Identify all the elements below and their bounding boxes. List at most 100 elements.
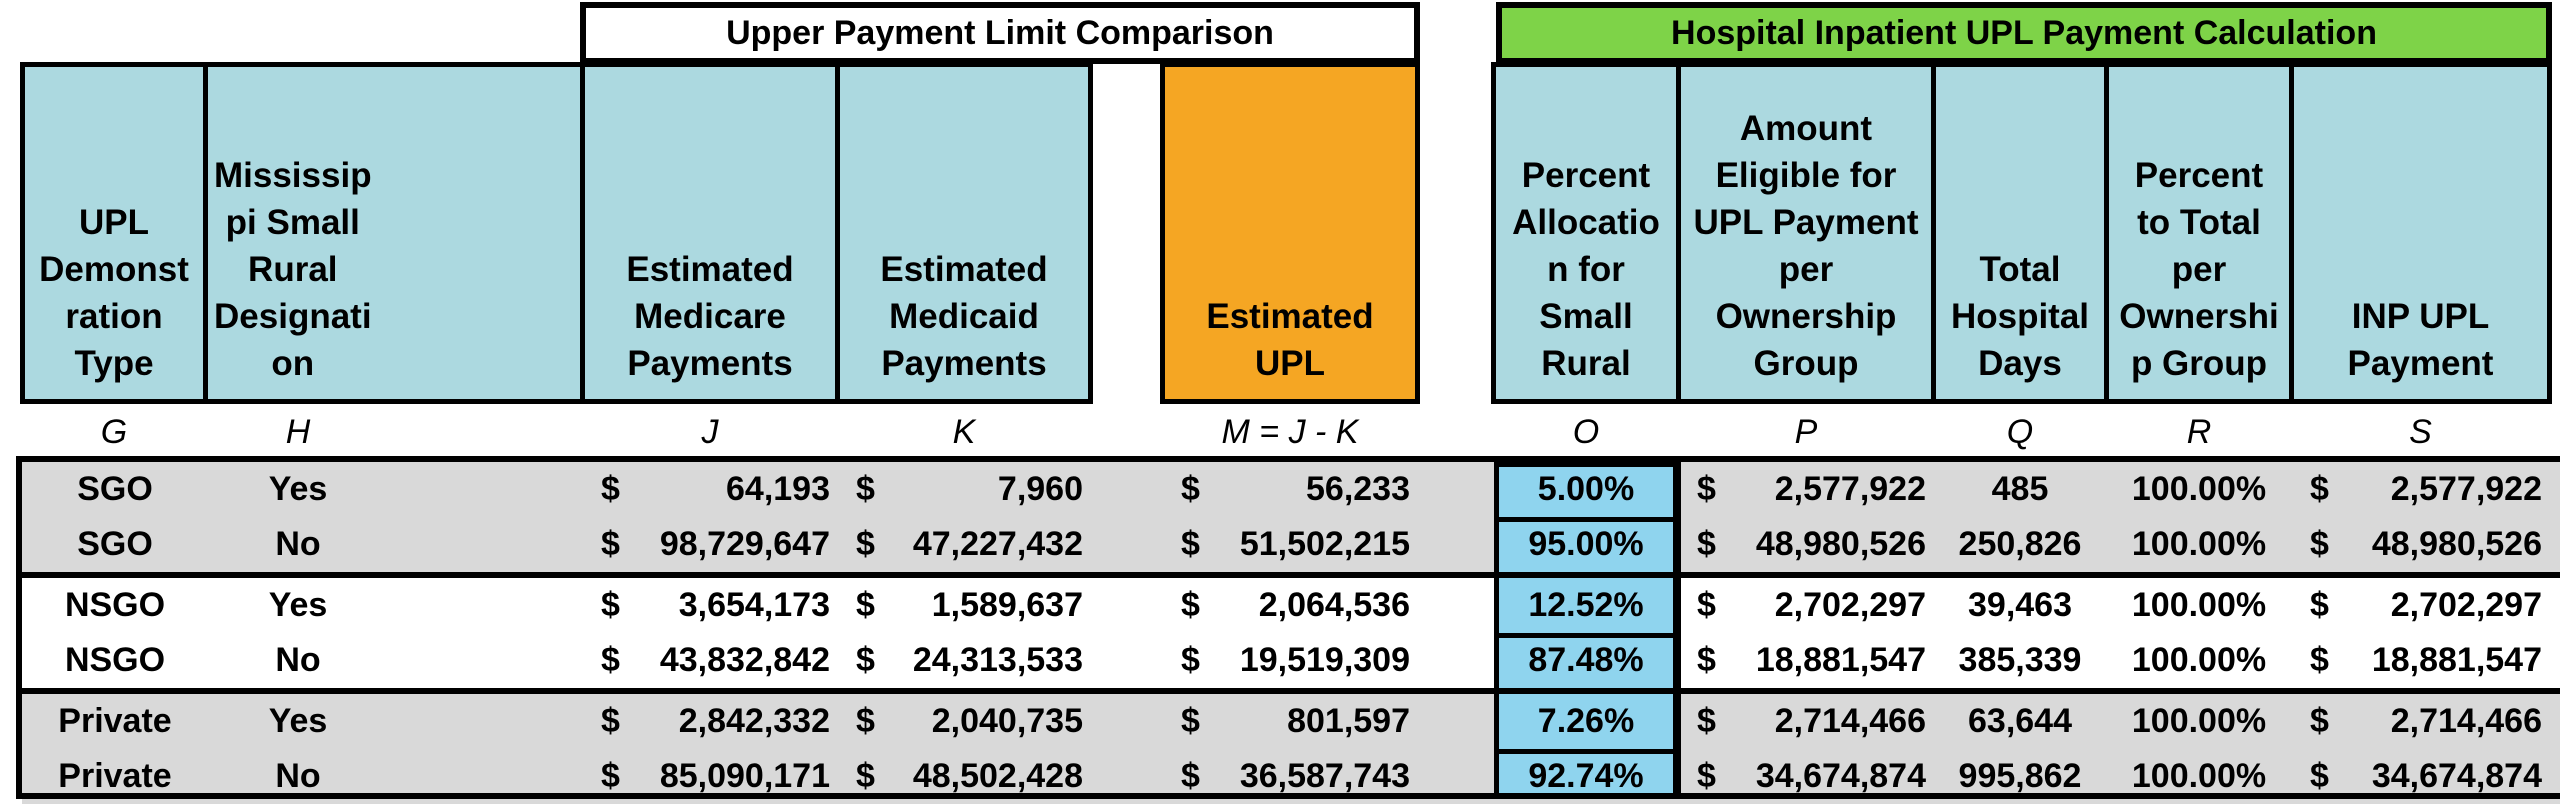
cell-amount-eligible: $18,881,547 <box>1693 633 1936 687</box>
cell-value: 64,193 <box>726 469 830 508</box>
cell-percent-total: 100.00% <box>2131 756 2267 795</box>
cell-estimated-upl: $36,587,743 <box>1177 749 1420 803</box>
cell-medicare: $2,842,332 <box>597 694 840 748</box>
cell-upl-type: Private <box>58 756 172 795</box>
cell-value: 7,960 <box>997 469 1083 508</box>
cell-value: 2,842,332 <box>678 701 830 740</box>
cell-amount-eligible: $2,702,297 <box>1693 578 1936 632</box>
currency-symbol: $ <box>1697 585 1716 624</box>
cell-medicaid: $24,313,533 <box>852 633 1093 687</box>
cell-percent-total: 100.00% <box>2131 469 2267 508</box>
column-letter-q: Q <box>2006 412 2034 451</box>
header-hospital-days: Total Hospital Days <box>1931 62 2109 404</box>
column-letter-k: K <box>952 412 976 451</box>
currency-symbol: $ <box>856 701 875 740</box>
cell-value: 2,714,466 <box>2390 701 2542 740</box>
currency-symbol: $ <box>601 701 620 740</box>
header-upl-type: UPL Demonst ration Type <box>20 62 208 404</box>
cell-inp-upl-payment: $2,577,922 <box>2306 462 2552 516</box>
header-percent-allocation: Percent Allocatio n for Small Rural <box>1491 62 1681 404</box>
cell-estimated-upl: $51,502,215 <box>1177 517 1420 571</box>
cell-medicare: $98,729,647 <box>597 517 840 571</box>
header-small-rural: Mississip pi Small Rural Designati on <box>203 62 585 404</box>
cell-value: 18,881,547 <box>2371 640 2542 679</box>
cell-divider <box>1494 633 1678 638</box>
cell-inp-upl-payment: $2,714,466 <box>2306 694 2552 748</box>
table-left-border <box>16 456 22 799</box>
cell-percent-allocation: 95.00% <box>1528 524 1644 563</box>
currency-symbol: $ <box>1697 701 1716 740</box>
header-estimated-upl: Estimated UPL <box>1160 62 1420 404</box>
cell-hospital-days: 385,339 <box>1958 640 2082 679</box>
cell-upl-type: SGO <box>77 469 153 508</box>
cell-amount-eligible: $2,577,922 <box>1693 462 1936 516</box>
band-divider <box>22 793 2560 799</box>
cell-amount-eligible: $2,714,466 <box>1693 694 1936 748</box>
column-letter-g: G <box>100 412 128 451</box>
cell-value: 36,587,743 <box>1239 756 1410 795</box>
cell-medicaid: $7,960 <box>852 462 1093 516</box>
currency-symbol: $ <box>1181 701 1200 740</box>
cell-medicaid: $2,040,735 <box>852 694 1093 748</box>
cell-hospital-days: 485 <box>1991 469 2049 508</box>
cell-estimated-upl: $801,597 <box>1177 694 1420 748</box>
cell-value: 48,502,428 <box>912 756 1083 795</box>
currency-symbol: $ <box>1181 524 1200 563</box>
currency-symbol: $ <box>2310 524 2329 563</box>
cell-value: 24,313,533 <box>912 640 1083 679</box>
cell-percent-total: 100.00% <box>2131 585 2267 624</box>
cell-medicaid: $47,227,432 <box>852 517 1093 571</box>
cell-inp-upl-payment: $18,881,547 <box>2306 633 2552 687</box>
cell-value: 34,674,874 <box>1755 756 1926 795</box>
column-divider <box>1675 456 1681 799</box>
currency-symbol: $ <box>601 640 620 679</box>
cell-percent-allocation: 87.48% <box>1528 640 1644 679</box>
currency-symbol: $ <box>1181 640 1200 679</box>
cell-upl-type: NSGO <box>64 585 166 624</box>
cell-upl-type: Private <box>58 701 172 740</box>
cell-medicaid: $1,589,637 <box>852 578 1093 632</box>
currency-symbol: $ <box>856 756 875 795</box>
cell-value: 48,980,526 <box>2371 524 2542 563</box>
cell-hospital-days: 39,463 <box>1968 585 2072 624</box>
upl-comparison-title: Upper Payment Limit Comparison <box>580 2 1420 64</box>
cell-value: 43,832,842 <box>659 640 830 679</box>
cell-value: 2,702,297 <box>2390 585 2542 624</box>
currency-symbol: $ <box>1697 756 1716 795</box>
cell-inp-upl-payment: $48,980,526 <box>2306 517 2552 571</box>
cell-small-rural: No <box>275 640 321 679</box>
band-divider <box>22 572 2560 578</box>
cell-estimated-upl: $2,064,536 <box>1177 578 1420 632</box>
cell-value: 2,577,922 <box>2390 469 2542 508</box>
currency-symbol: $ <box>856 524 875 563</box>
currency-symbol: $ <box>2310 585 2329 624</box>
currency-symbol: $ <box>856 585 875 624</box>
band-divider <box>22 456 2560 462</box>
cell-small-rural: Yes <box>268 585 328 624</box>
currency-symbol: $ <box>601 585 620 624</box>
currency-symbol: $ <box>601 524 620 563</box>
cell-inp-upl-payment: $34,674,874 <box>2306 749 2552 803</box>
cell-divider <box>1494 749 1678 754</box>
cell-value: 2,577,922 <box>1774 469 1926 508</box>
cell-amount-eligible: $34,674,874 <box>1693 749 1936 803</box>
cell-value: 19,519,309 <box>1239 640 1410 679</box>
header-medicare: Estimated Medicare Payments <box>580 62 840 404</box>
cell-small-rural: No <box>275 756 321 795</box>
header-medicaid: Estimated Medicaid Payments <box>835 62 1093 404</box>
band-sgo <box>22 462 2560 572</box>
currency-symbol: $ <box>2310 469 2329 508</box>
cell-small-rural: Yes <box>268 701 328 740</box>
cell-value: 98,729,647 <box>659 524 830 563</box>
cell-upl-type: NSGO <box>64 640 166 679</box>
cell-small-rural: No <box>275 524 321 563</box>
currency-symbol: $ <box>1181 756 1200 795</box>
cell-medicare: $3,654,173 <box>597 578 840 632</box>
cell-medicare: $43,832,842 <box>597 633 840 687</box>
column-letter-r: R <box>2186 412 2212 451</box>
column-letter-p: P <box>1794 412 1818 451</box>
band-divider <box>22 688 2560 694</box>
cell-percent-total: 100.00% <box>2131 640 2267 679</box>
cell-divider <box>1494 517 1678 522</box>
column-letter-j: J <box>701 412 719 451</box>
